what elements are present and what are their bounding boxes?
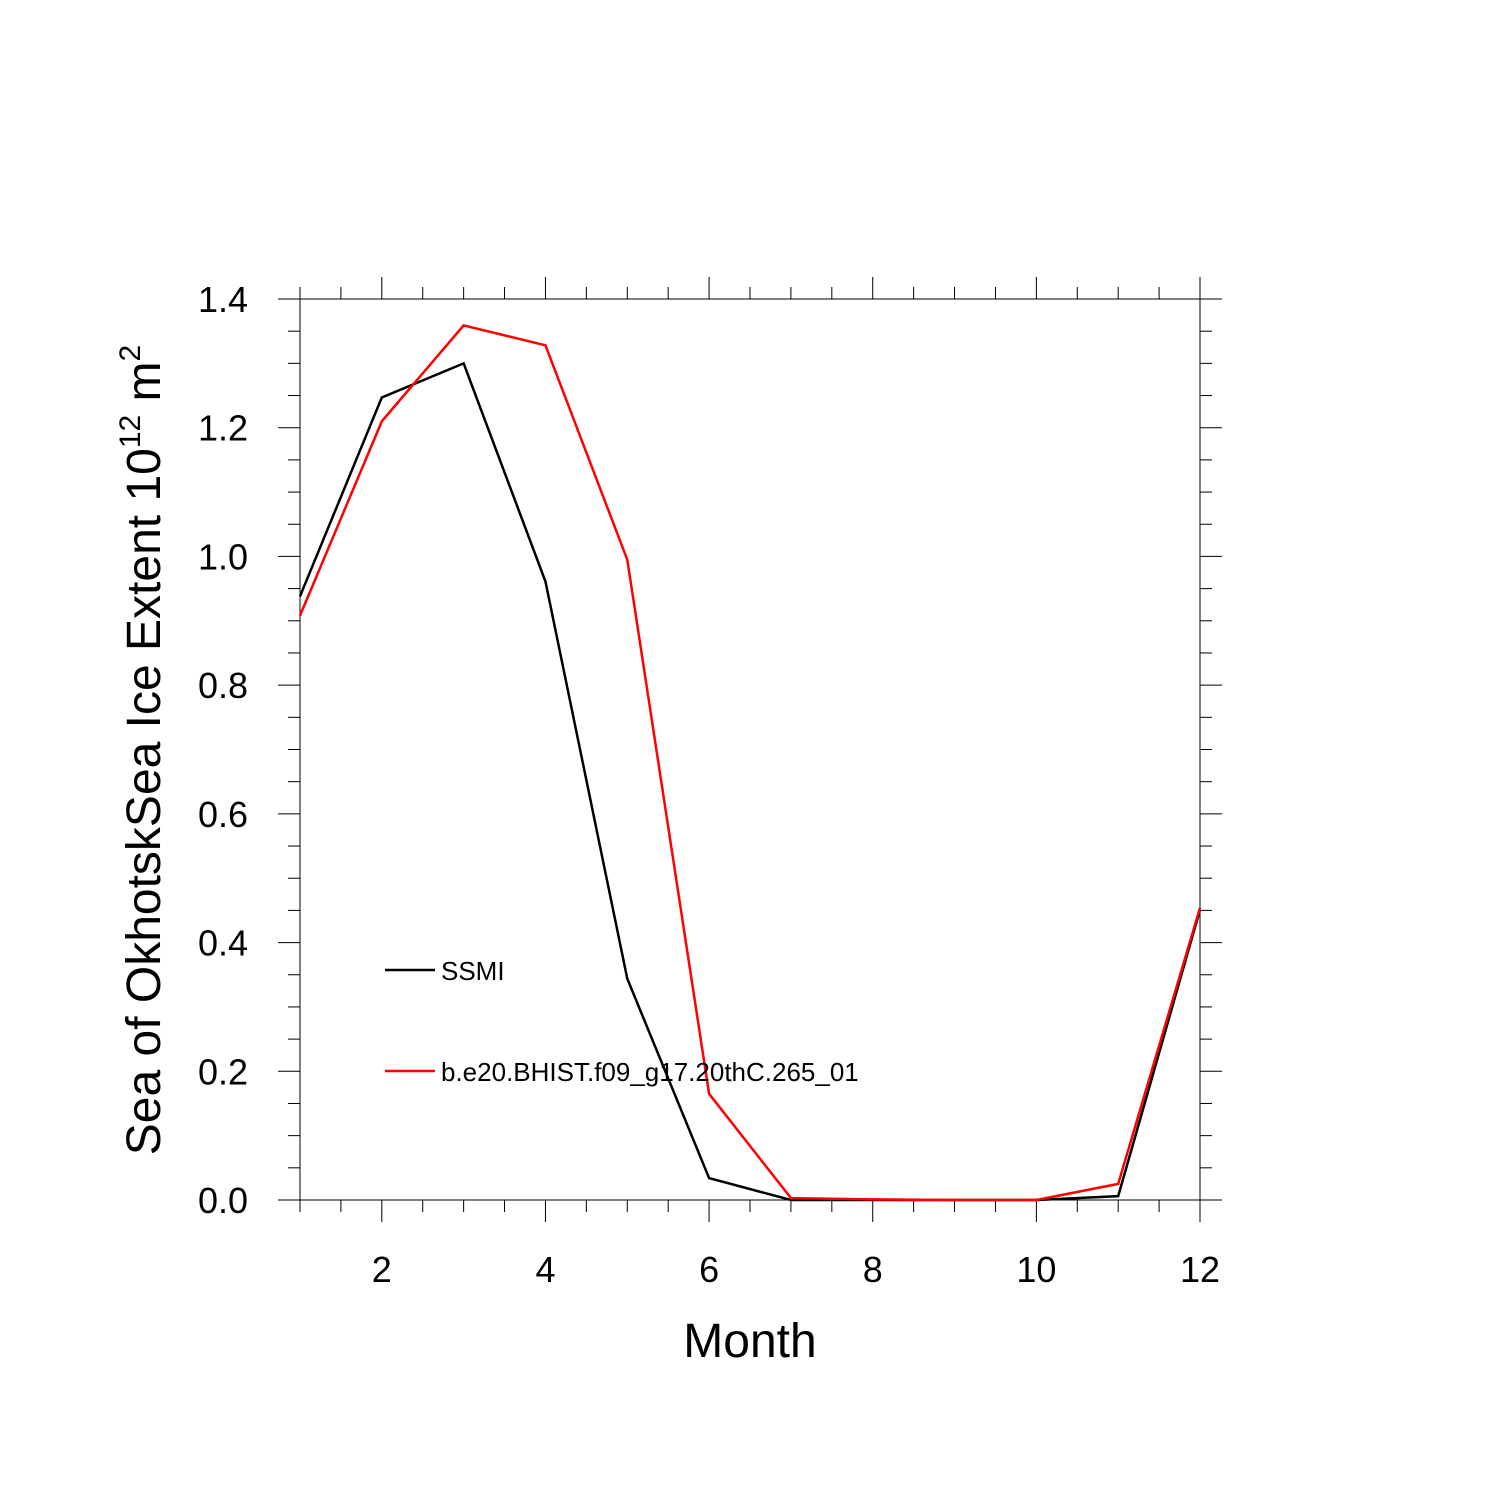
y-tick-label: 1.0 [198, 536, 248, 577]
superscript: 2 [114, 345, 147, 362]
y-tick-label: 0.4 [198, 923, 248, 964]
label-part: Sea of OkhotskSea Ice Extent 10 [118, 448, 171, 1155]
series-line [298, 361, 1202, 1202]
x-tick-label: 12 [1180, 1249, 1220, 1290]
x-tick-label: 10 [1016, 1249, 1056, 1290]
x-tick-label: 2 [372, 1249, 392, 1290]
x-axis-title: Month [683, 1315, 816, 1368]
y-tick-label: 1.4 [198, 279, 248, 320]
y-tick-label: 0.6 [198, 794, 248, 835]
legend-label: b.e20.BHIST.f09_g17.20thC.265_01 [441, 1057, 859, 1087]
x-tick-label: 4 [535, 1249, 555, 1290]
x-tick-label: 6 [699, 1249, 719, 1290]
y-tick-label: 1.2 [198, 408, 248, 449]
legend-label: SSMI [441, 956, 505, 986]
y-tick-label: 0.2 [198, 1051, 248, 1092]
series-line [298, 323, 1202, 1202]
x-tick-label: 8 [863, 1249, 883, 1290]
superscript: 12 [114, 415, 147, 448]
y-axis-title: Sea of OkhotskSea Ice Extent 1012 m2 [114, 345, 171, 1155]
y-tick-label: 0.0 [198, 1180, 248, 1221]
y-tick-label: 0.8 [198, 665, 248, 706]
label-part: m [118, 361, 171, 414]
